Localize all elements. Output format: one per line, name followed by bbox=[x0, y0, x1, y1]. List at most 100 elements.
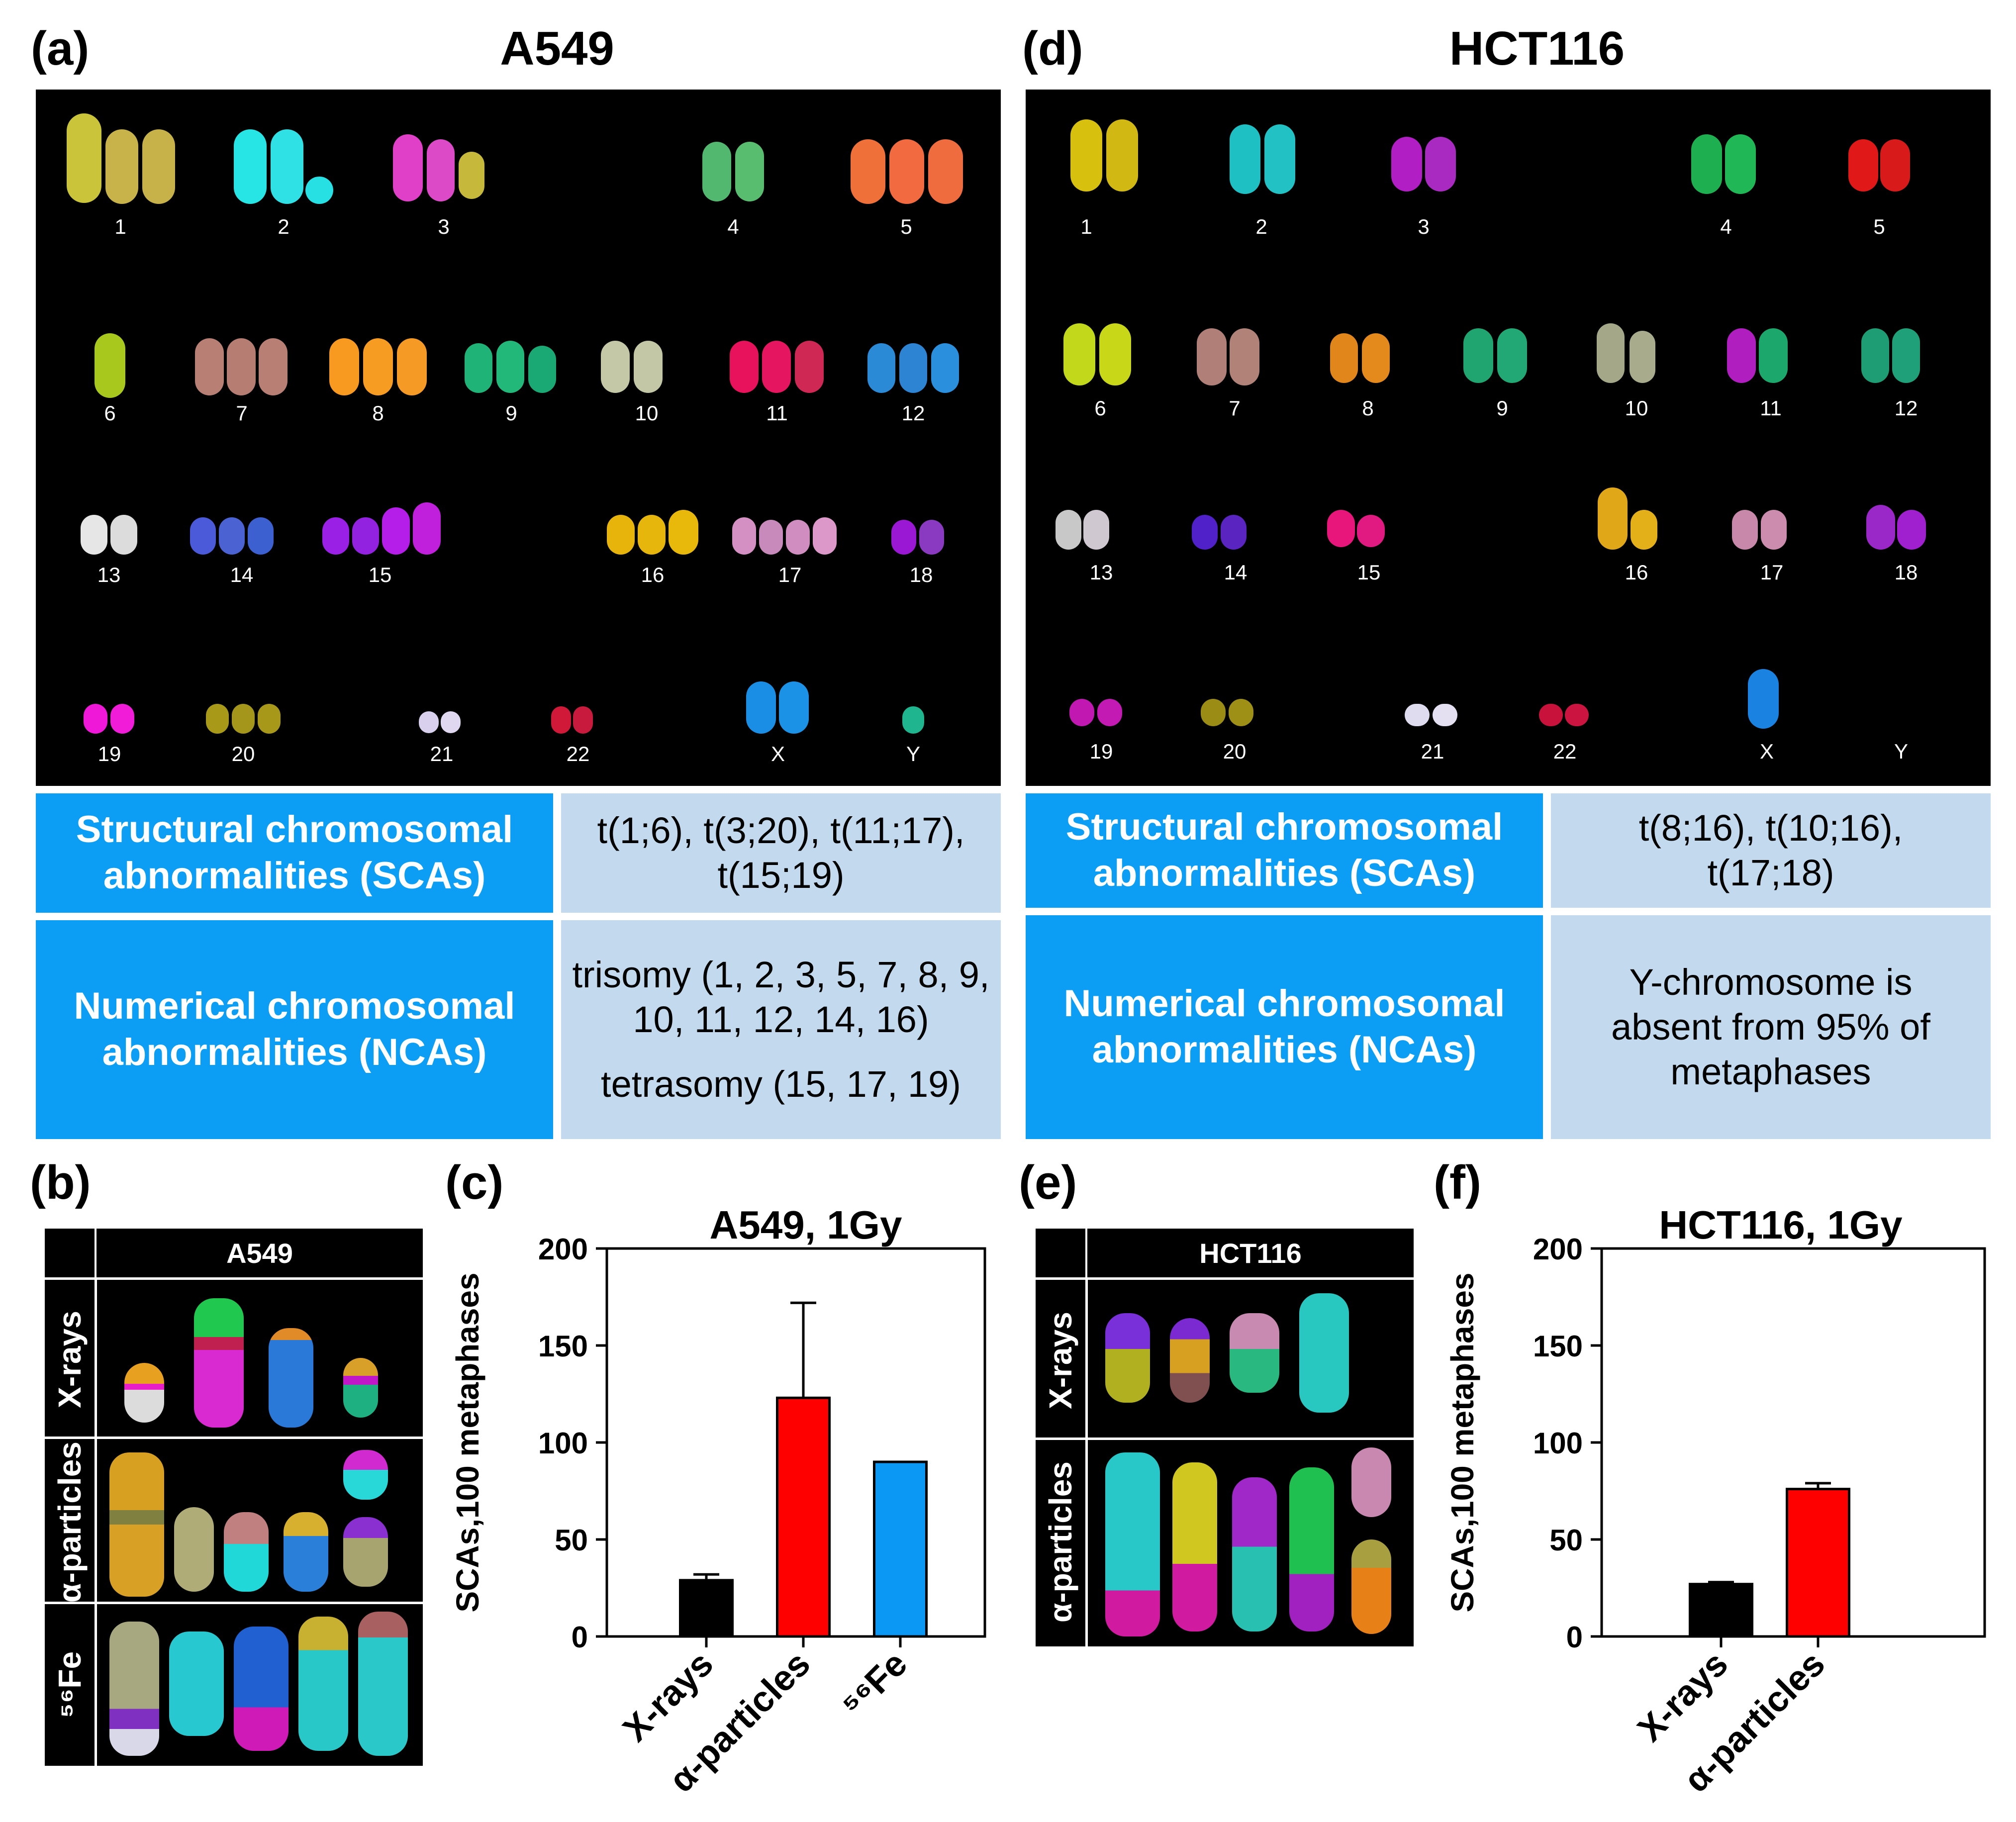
chromosome bbox=[735, 142, 764, 201]
chromosome bbox=[1070, 119, 1102, 192]
chromosome bbox=[259, 338, 288, 395]
y-tick-label: 100 bbox=[1533, 1427, 1583, 1460]
chromosome bbox=[601, 341, 630, 393]
divider bbox=[1036, 1438, 1414, 1440]
chromosome bbox=[382, 507, 410, 555]
divider bbox=[95, 1277, 97, 1766]
chromosome bbox=[352, 517, 379, 555]
chromosome bbox=[1425, 137, 1456, 192]
chromosome-number: Y bbox=[1894, 740, 1908, 763]
chart-title: A549, 1Gy bbox=[710, 1203, 902, 1247]
chromosome-number: 21 bbox=[1421, 740, 1444, 763]
chromosome bbox=[124, 1363, 164, 1423]
chromosome bbox=[1351, 1539, 1391, 1634]
chromosome bbox=[928, 139, 963, 204]
chromosome-number: 15 bbox=[368, 563, 392, 586]
chromosome bbox=[1539, 704, 1563, 726]
chromosome bbox=[194, 1298, 244, 1428]
chromosome bbox=[227, 338, 256, 395]
chromosome bbox=[413, 502, 441, 555]
chromosome bbox=[1892, 328, 1920, 383]
panel-b-header: A549 bbox=[95, 1229, 423, 1277]
chromosome bbox=[284, 1512, 328, 1592]
chromosome bbox=[219, 517, 245, 555]
chromosome bbox=[1105, 1452, 1160, 1636]
chromosome bbox=[702, 142, 731, 201]
y-tick-label: 150 bbox=[538, 1330, 588, 1363]
chromosome bbox=[1405, 704, 1430, 726]
chromosome-number: 20 bbox=[1223, 740, 1247, 763]
chromosome bbox=[1861, 328, 1889, 383]
chromosome-number: 14 bbox=[230, 563, 254, 586]
chromosome bbox=[607, 515, 635, 555]
chromosome bbox=[234, 129, 267, 204]
chromosome bbox=[206, 704, 229, 734]
panel-d-label: (d) bbox=[1022, 22, 1083, 75]
panel-e-image: HCT116 X-rays α-particles bbox=[1036, 1229, 1414, 1646]
chromosome-number: 10 bbox=[1625, 396, 1648, 420]
chromosome bbox=[1732, 510, 1758, 550]
chromosome bbox=[813, 517, 837, 555]
chromosome-number: 6 bbox=[104, 401, 116, 425]
y-tick-label: 50 bbox=[555, 1524, 588, 1557]
chromosome bbox=[1083, 510, 1109, 550]
chromosome bbox=[1598, 487, 1628, 550]
chromosome bbox=[343, 1358, 378, 1418]
chromosome bbox=[1230, 124, 1260, 194]
karyotype-a549: 1 2 3 4 5 6 7 8 9 10 11 12 13 14 15 16 1… bbox=[36, 90, 1001, 786]
chromosome bbox=[234, 1627, 288, 1751]
sca-value-hct116: t(8;16), t(10;16), t(17;18) bbox=[1551, 793, 1991, 908]
chromosome bbox=[551, 706, 571, 734]
chromosome-number: 7 bbox=[1229, 396, 1241, 420]
chromosome bbox=[110, 515, 137, 555]
chromosome bbox=[1761, 510, 1787, 550]
chromosome bbox=[169, 1631, 224, 1736]
chromosome bbox=[1099, 323, 1131, 385]
chromosome bbox=[1192, 515, 1218, 550]
chromosome bbox=[1330, 333, 1358, 383]
bar-2 bbox=[1786, 1488, 1850, 1638]
chromosome-number: 9 bbox=[505, 401, 517, 425]
chromosome bbox=[343, 1517, 388, 1587]
chromosome-number: 4 bbox=[727, 215, 739, 238]
chromosome bbox=[459, 152, 484, 199]
row-label-x-rays: X-rays bbox=[1043, 1312, 1078, 1409]
chromosome bbox=[1725, 134, 1756, 194]
chromosome bbox=[174, 1507, 214, 1592]
chromosome-number: 3 bbox=[1418, 215, 1430, 238]
chromosome-number: 17 bbox=[778, 563, 802, 586]
chromosome bbox=[67, 113, 101, 203]
sca-label-hct116: Structural chromosomal abnormalities (SC… bbox=[1026, 793, 1543, 908]
chromosome bbox=[1230, 328, 1259, 385]
chromosome bbox=[95, 333, 125, 398]
chromosome bbox=[1357, 515, 1385, 547]
chromosome-number: 2 bbox=[1255, 215, 1267, 238]
chromosome bbox=[271, 129, 303, 204]
chromosome-number: 6 bbox=[1094, 396, 1106, 420]
chromosome bbox=[343, 1450, 388, 1500]
chromosome bbox=[762, 341, 791, 393]
bar-1 bbox=[1689, 1583, 1753, 1638]
chromosome bbox=[419, 711, 439, 733]
chromosome bbox=[441, 711, 461, 733]
chromosome-number: 8 bbox=[372, 401, 384, 425]
chromosome bbox=[258, 704, 281, 734]
chromosome bbox=[1748, 669, 1779, 729]
chromosome bbox=[224, 1512, 269, 1592]
chromosome bbox=[397, 338, 427, 395]
chromosome-number: 13 bbox=[1089, 561, 1113, 584]
bar-1 bbox=[679, 1579, 734, 1638]
chromosome bbox=[1197, 328, 1227, 385]
chromosome bbox=[634, 341, 663, 393]
chromosome bbox=[1630, 331, 1655, 383]
chromosome-number: 1 bbox=[114, 215, 126, 238]
panel-e-header: HCT116 bbox=[1085, 1229, 1414, 1277]
nca-label-a549: Numerical chromosomal abnormalities (NCA… bbox=[36, 920, 553, 1139]
chromosome bbox=[786, 520, 810, 555]
chromosome-number: 12 bbox=[1894, 396, 1918, 420]
chromosome bbox=[393, 134, 423, 201]
chromosome-number: 2 bbox=[278, 215, 289, 238]
chromosome-number: 1 bbox=[1080, 215, 1092, 238]
chromosome-number: 15 bbox=[1357, 561, 1381, 584]
chromosome bbox=[81, 515, 107, 555]
